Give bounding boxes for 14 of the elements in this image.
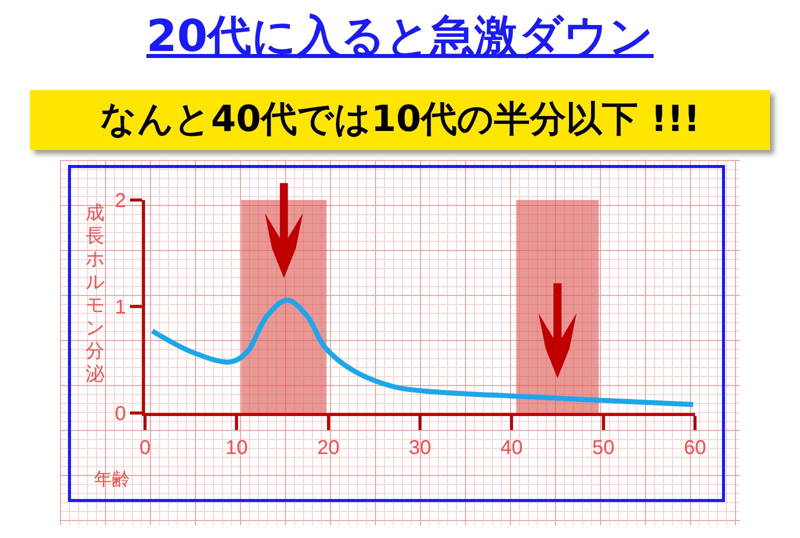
x-tick-label: 20 [317,437,340,459]
x-tick-label: 40 [500,437,523,459]
x-tick-label: 50 [592,437,614,459]
y-tick-label: 2 [114,190,126,212]
y-axis-title: 成長ホルモン分泌 [84,202,106,386]
y-tick-label: 0 [114,403,126,425]
x-axis-title: 年齢 [94,469,130,490]
x-tick-label: 0 [139,437,151,459]
chart-title: 20代に入ると急激ダウン [145,10,655,64]
x-tick-label: 10 [226,437,248,459]
x-tick-label: 30 [408,437,432,459]
y-tick-label: 1 [114,296,126,318]
chart-subtitle: なんと40代では10代の半分以下 !!! [30,90,770,150]
x-tick-label: 60 [684,437,706,459]
